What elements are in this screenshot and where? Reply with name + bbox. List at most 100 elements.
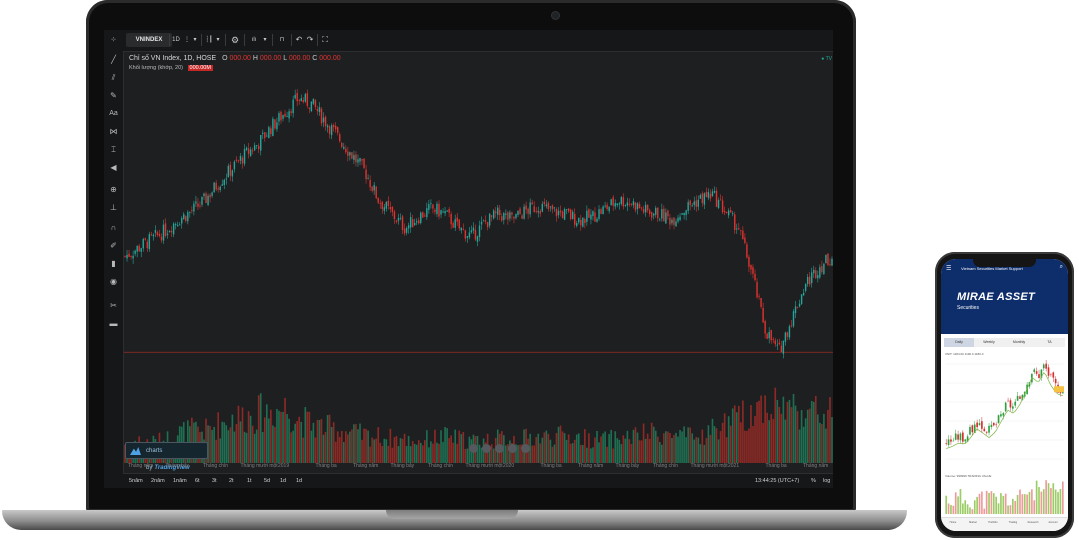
zoom-icon[interactable]: ⊕ [110,185,117,194]
legend-title[interactable]: Chỉ số VN Index, 1D, HOSE [129,55,217,62]
replay-forward-button[interactable] [508,444,517,453]
replay-end-button[interactable] [521,444,530,453]
chevron-down-icon[interactable]: ▾ [193,37,197,43]
volume-bar [276,408,278,463]
arrow-left-icon[interactable]: ◀ [110,163,117,172]
phone-tabs: Daily Weekly Monthly TA [944,338,1065,347]
nav-research[interactable]: Research [1027,521,1039,524]
candle-body [221,184,223,186]
candle-body [957,434,959,440]
pattern-icon[interactable]: ⋈ [109,127,118,136]
candle-body [760,297,762,307]
timeframe-6m[interactable]: 6t [195,478,200,484]
top-toolbar: ⊹ VNINDEX 1D ⋮ ▾ ┆┃ ▾ ⚙ ılı ▾ ⊓ ↶ ↷ ⛶ [104,30,833,52]
replay-start-button[interactable] [469,444,478,453]
measure-icon[interactable]: ⌶ [111,145,116,154]
candle-body [657,207,659,219]
remove-drawings-icon[interactable]: ✂ [110,301,117,310]
candle-body [174,224,177,225]
candle-body [952,440,955,442]
menu-icon[interactable]: ☰ [946,266,952,272]
candle-body [738,228,740,230]
phone-volume-chart[interactable] [945,478,1064,514]
volume-label[interactable]: Khối lượng (khớp, 20) [129,65,184,71]
volume-bar [705,438,708,463]
compare-icon[interactable]: ⊓ [279,37,285,43]
candle-body [280,111,282,121]
replay-back-button[interactable] [482,444,491,453]
candlestick-chart[interactable] [124,51,833,463]
undo-icon[interactable]: ↶ [295,35,303,44]
clock-display[interactable]: 13:44:25 (UTC+7) [755,478,800,484]
phone-price-chart[interactable] [945,356,1064,470]
more-intervals-icon[interactable]: ⋮ [184,37,190,43]
candle-body [181,218,183,224]
timeframe-1d-b[interactable]: 1d [296,478,303,484]
nav-market[interactable]: Market [969,521,977,524]
tradingview-logo[interactable]: charts by TradingView [125,442,208,471]
timeframe-1y[interactable]: 1năm [173,478,187,484]
magnet-icon[interactable]: ∩ [110,223,117,232]
candle-body [389,206,392,210]
nav-home[interactable]: Home [949,521,957,524]
candle-body [304,94,307,102]
eye-icon[interactable]: ◉ [110,277,117,286]
tab-daily[interactable]: Daily [944,338,974,347]
candle-body [397,217,400,221]
nav-portfolio[interactable]: Portfolio [988,521,998,524]
candle-body [235,159,238,161]
lock-icon[interactable]: ▮ [111,259,116,268]
timeframe-2y[interactable]: 2năm [151,478,165,484]
candle-body [650,212,653,218]
percent-toggle[interactable]: % [811,478,816,484]
symbol-search-button[interactable]: VNINDEX [126,33,172,47]
nav-trading[interactable]: Trading [1008,521,1018,524]
candle-body [138,245,140,252]
time-axis[interactable]: Tháng năm Tháng bảy Tháng chín Tháng mười m… [124,463,833,472]
redo-icon[interactable]: ↷ [306,35,314,44]
candles-icon[interactable]: ┆┃ [205,37,213,43]
candle-body [549,206,552,208]
timeframe-5y[interactable]: 5năm [129,478,143,484]
ruler-icon[interactable]: ⊥ [110,203,117,212]
timeframe-5d[interactable]: 5d [264,478,271,484]
tab-weekly[interactable]: Weekly [983,340,995,344]
timeframe-1m[interactable]: 1t [247,478,252,484]
volume-bar [748,428,750,463]
fullscreen-icon[interactable]: ⛶ [322,35,328,44]
pencil-lock-icon[interactable]: ✐ [110,241,117,250]
candle-body [225,178,228,180]
volume-bar [602,433,604,463]
chevron-down-icon[interactable]: ▾ [216,37,220,43]
volume-bar [997,503,1000,514]
search-icon[interactable]: ⌕ [1059,264,1063,270]
indicators-icon[interactable]: ılı [251,37,257,43]
timeframe-2m[interactable]: 2t [229,478,234,484]
trash-icon[interactable]: ▬ [109,319,118,328]
candle-body [339,134,341,142]
nav-account[interactable]: Account [1048,521,1058,524]
replay-play-button[interactable] [495,444,504,453]
log-toggle[interactable]: log [823,478,831,484]
interval-button[interactable]: 1D [172,37,180,43]
tab-ta[interactable]: TA [1047,340,1052,344]
text-tool-icon[interactable]: Aa [109,110,118,117]
trend-line-icon[interactable]: ╱ [111,55,116,64]
tab-monthly[interactable]: Monthly [1012,340,1026,344]
fib-icon[interactable]: ⫽ [111,73,116,82]
candle-body [482,220,485,222]
chevron-down-icon[interactable]: ▾ [263,37,267,43]
settings-icon[interactable]: ⚙ [230,35,240,45]
candle-body [594,212,596,222]
brush-icon[interactable]: ✎ [110,91,117,100]
volume-bar [630,443,633,463]
candle-body [501,216,503,221]
candle-body [535,210,537,212]
volume-bar [766,412,768,463]
timeframe-1d[interactable]: 1d [280,478,287,484]
candle-body [770,330,772,341]
timeframe-3m[interactable]: 3t [212,478,217,484]
candle-body [586,210,588,222]
volume-bar [618,439,621,463]
crosshair-icon[interactable]: ⊹ [110,37,117,43]
